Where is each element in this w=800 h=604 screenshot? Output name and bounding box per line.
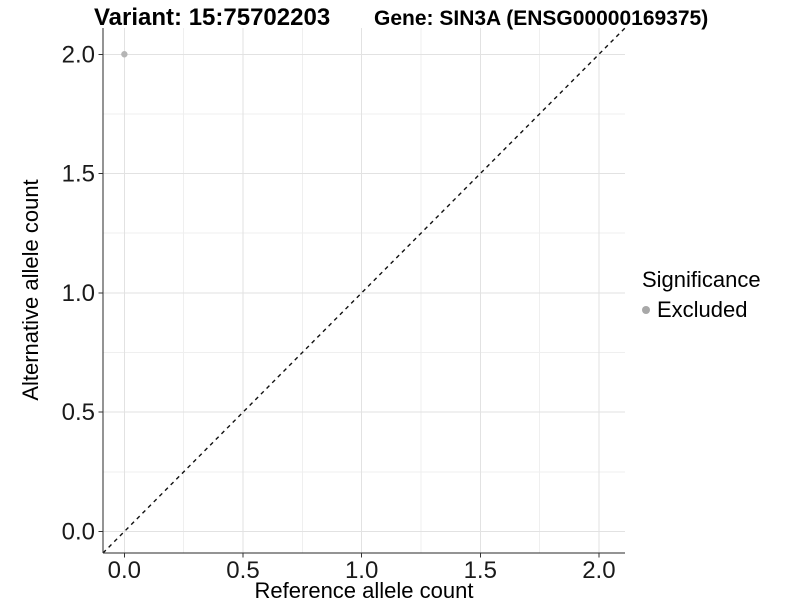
legend-title: Significance <box>642 267 761 292</box>
identity-line <box>102 27 626 554</box>
y-tick-label: 1.5 <box>62 161 95 188</box>
x-axis-title: Reference allele count <box>254 578 474 603</box>
x-tick-label: 2.0 <box>582 557 615 584</box>
data-point <box>121 51 128 58</box>
legend: Significance Excluded <box>642 267 761 323</box>
x-tick-label: 1.5 <box>464 557 497 584</box>
excluded-point-icon <box>642 306 650 314</box>
x-tick-label: 0.0 <box>108 557 141 584</box>
y-tick-label: 1.0 <box>62 280 95 307</box>
variant-title: Variant: 15:75702203 <box>94 4 331 31</box>
y-tick-label: 0.0 <box>62 519 95 546</box>
legend-item-excluded: Excluded <box>642 297 761 323</box>
y-tick-label: 0.5 <box>62 399 95 426</box>
x-tick-label: 1.0 <box>345 557 378 584</box>
legend-item-label: Excluded <box>657 297 748 322</box>
x-tick-label: 0.5 <box>226 557 259 584</box>
y-axis-title: Alternative allele count <box>18 179 43 401</box>
gene-title: Gene: SIN3A (ENSG00000169375) <box>374 7 709 30</box>
y-tick-label: 2.0 <box>62 41 95 68</box>
